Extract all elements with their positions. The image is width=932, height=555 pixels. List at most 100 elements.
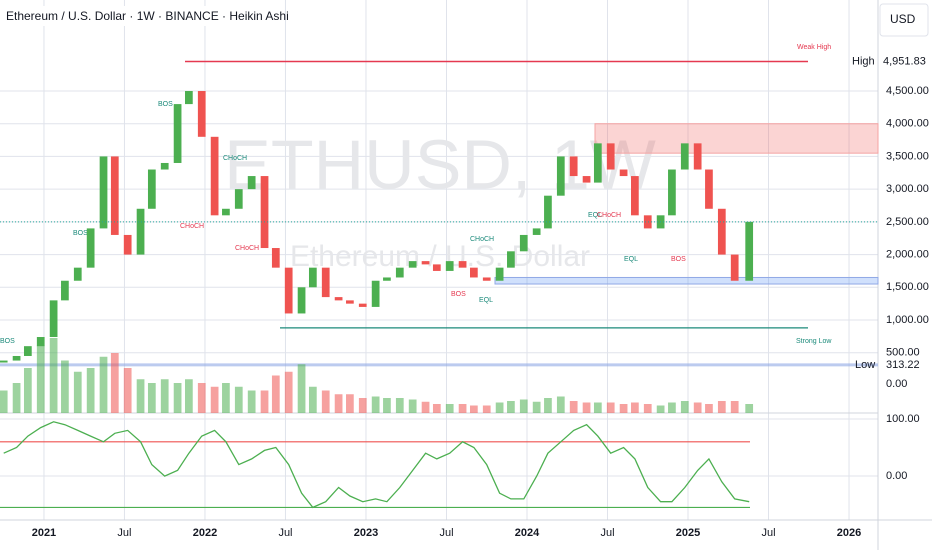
volume-bar — [421, 401, 430, 413]
annotation: Strong Low — [796, 338, 832, 345]
annotation: EQL — [624, 256, 638, 263]
candle-body — [86, 228, 95, 268]
candle-body — [519, 234, 528, 252]
volume-bar — [247, 390, 256, 413]
candle-body — [730, 254, 739, 281]
annotation: EQL — [479, 297, 493, 304]
candle-body — [395, 267, 404, 278]
candle-body — [383, 277, 391, 281]
volume-bar — [730, 401, 739, 413]
volume-bar — [656, 405, 665, 413]
high-name: High — [852, 55, 875, 67]
annotation: BOS — [73, 230, 88, 237]
volume-bar — [593, 402, 602, 413]
volume-bar — [395, 398, 404, 413]
volume-bar — [693, 402, 702, 413]
volume-bar — [136, 379, 145, 413]
x-tick-label: 2023 — [354, 527, 378, 539]
volume-bar — [271, 375, 280, 413]
candle-body — [693, 143, 702, 170]
x-tick-label: 2026 — [837, 527, 861, 539]
volume-bar — [371, 396, 380, 413]
y-tick-label: 2,000.00 — [886, 248, 929, 260]
annotation: EQL — [588, 212, 602, 219]
annotation: BOS — [671, 256, 686, 263]
x-tick-label: Jul — [439, 527, 453, 539]
candle-body — [421, 261, 430, 265]
candle-body — [458, 261, 467, 268]
candle-body — [432, 264, 441, 271]
candle-body — [745, 221, 754, 281]
volume-bar — [346, 394, 354, 413]
volume-bar — [49, 338, 58, 413]
x-tick-label: Jul — [278, 527, 292, 539]
candle-body — [556, 156, 565, 196]
candle-body — [136, 208, 145, 255]
volume-bar — [308, 386, 317, 413]
volume-bar — [61, 360, 69, 413]
volume-bar — [445, 404, 454, 413]
x-tick-label: 2021 — [32, 527, 56, 539]
volume-bar — [458, 404, 467, 413]
currency-button[interactable] — [879, 3, 929, 37]
x-tick-label: 2025 — [676, 527, 700, 539]
candle-body — [247, 176, 256, 190]
volume-zero-label: 0.00 — [886, 378, 907, 390]
annotation: CHoCH — [180, 223, 204, 230]
x-tick-label: 2024 — [515, 527, 540, 539]
volume-bar — [234, 386, 243, 413]
chart-title: Ethereum / U.S. Dollar · 1W · BINANCE · … — [6, 9, 289, 23]
volume-bar — [147, 383, 156, 413]
candle-body — [482, 277, 491, 281]
volume-bar — [519, 399, 528, 413]
candle-body — [705, 169, 713, 209]
currency: USD — [890, 12, 916, 26]
candle-body — [346, 300, 354, 304]
candle-body — [99, 156, 108, 229]
y-tick-label: 3,000.00 — [886, 183, 929, 195]
volume-bar — [643, 404, 652, 413]
candle-body — [643, 215, 652, 229]
osc-tick-label: 100.00 — [886, 413, 920, 425]
candle-body — [271, 248, 280, 268]
volume-bar — [0, 390, 8, 413]
annotation: BOS — [158, 101, 173, 108]
volume-bar — [544, 398, 552, 413]
volume-bar — [86, 368, 95, 413]
volume-bar — [569, 401, 578, 413]
volume-bar — [532, 401, 541, 413]
candle-body — [469, 267, 478, 278]
volume-bar — [582, 402, 591, 413]
candle-body — [147, 169, 156, 209]
volume-bar — [408, 399, 417, 413]
y-tick-label: 4,000.00 — [886, 118, 929, 130]
low-name: Low — [855, 359, 875, 371]
volume-bar — [284, 371, 293, 413]
candle-body — [495, 267, 504, 281]
candle-body — [0, 360, 8, 363]
candle-body — [593, 143, 602, 183]
volume-bar — [507, 401, 515, 413]
candle-body — [110, 156, 119, 235]
annotation: BOS — [451, 291, 466, 298]
candle-body — [73, 267, 82, 281]
y-tick-label: 4,500.00 — [886, 85, 929, 97]
candle-body — [668, 169, 676, 216]
candle-body — [36, 337, 45, 347]
volume-bar — [73, 371, 82, 413]
x-tick-label: Jul — [600, 527, 614, 539]
candle-body — [631, 176, 639, 216]
candle-body — [210, 136, 219, 216]
volume-bar — [334, 394, 343, 413]
candle-body — [582, 176, 591, 183]
y-tick-label: 1,500.00 — [886, 281, 929, 293]
annotation: BOS — [0, 338, 15, 345]
candle-body — [49, 300, 58, 338]
candle-body — [717, 208, 726, 255]
y-tick-label: 3,500.00 — [886, 150, 929, 162]
volume-bar — [482, 405, 491, 413]
osc-tick-label: 0.00 — [886, 470, 907, 482]
volume-bar — [160, 379, 169, 413]
